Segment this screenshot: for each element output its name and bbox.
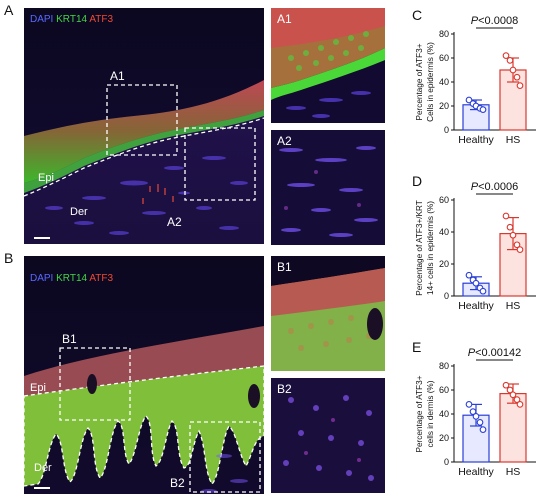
y-tick-label: 0: [444, 291, 449, 301]
data-point: [509, 391, 517, 399]
data-point: [472, 413, 480, 420]
channel-legend-b: DAPI KRT14 ATF3: [30, 273, 113, 284]
inset-title-a2: A2: [277, 134, 292, 148]
y-tick-label: 40: [439, 409, 449, 419]
panel-letter-b: B: [4, 250, 14, 266]
x-category-label: HS: [506, 466, 521, 478]
y-tick-label: 20: [439, 259, 449, 269]
data-point: [509, 66, 517, 74]
x-category-label: HS: [506, 300, 521, 312]
data-point: [479, 426, 487, 433]
data-point: [513, 241, 521, 249]
data-point: [476, 419, 484, 426]
data-point: [502, 381, 510, 389]
y-axis-label-line: Percentage of ATF3+: [415, 375, 424, 452]
inset-title-b1: B1: [277, 260, 292, 274]
data-point: [502, 212, 510, 220]
y-axis-label-line: Percentage of ATF3+: [415, 43, 424, 120]
dermis-label-b: Der: [34, 462, 52, 474]
data-point: [513, 73, 521, 81]
data-point: [516, 246, 524, 253]
data-point: [465, 401, 473, 408]
channel-legend-a: DAPI KRT14 ATF3: [30, 14, 113, 25]
dermis-label-a: Der: [70, 206, 88, 218]
data-point: [502, 52, 510, 59]
legend-krt14: KRT14: [56, 14, 88, 25]
y-tick-label: 60: [439, 385, 449, 395]
chart-c: C Percentage of ATF3+ Cells in epidermis (…: [412, 7, 536, 146]
micrograph-b-overview: DAPI KRT14 ATF3 B1 B2 Epi Der: [24, 256, 264, 494]
data-point: [516, 82, 524, 89]
x-category-label: HS: [506, 134, 521, 146]
y-tick-label: 0: [444, 125, 449, 135]
inset-label-a2: A2: [167, 215, 182, 229]
p-value-annotation: P<0.00142: [468, 347, 522, 359]
data-point: [506, 57, 514, 64]
micrograph-b1-inset: B1: [271, 256, 385, 371]
x-category-label: Healthy: [458, 466, 494, 478]
data-point: [516, 401, 524, 408]
y-axis-label-line: Percentage of ATF3+/KRT: [415, 200, 424, 296]
y-tick-label: 80: [439, 29, 449, 39]
data-point: [506, 386, 514, 394]
p-value-annotation: P<0.0006: [471, 181, 518, 193]
y-axis-label-line: 14+ cells in epidermis (%): [426, 201, 435, 295]
y-tick-label: 0: [444, 457, 449, 467]
y-tick-label: 20: [439, 433, 449, 443]
y-axis-label-line: Cells in epidermis (%): [426, 42, 435, 122]
micrograph-a1-inset: A1: [271, 8, 385, 123]
data-point: [472, 279, 480, 287]
inset-label-b1: B1: [62, 332, 77, 346]
epidermis-label-b: Epi: [30, 382, 46, 394]
data-point: [469, 408, 477, 415]
data-point: [513, 396, 521, 403]
panel-letter-c: C: [412, 7, 422, 23]
legend-dapi: DAPI: [30, 273, 54, 284]
y-tick-label: 20: [439, 101, 449, 111]
legend-krt14: KRT14: [56, 273, 88, 284]
panel-letter-e: E: [412, 339, 421, 355]
data-point: [509, 231, 517, 239]
y-tick-label: 40: [439, 227, 449, 237]
inset-label-a1: A1: [110, 69, 125, 83]
panel-letter-a: A: [4, 2, 14, 18]
data-point: [465, 96, 473, 104]
inset-label-b2: B2: [170, 476, 185, 490]
data-point: [479, 106, 487, 113]
y-tick-label: 40: [439, 77, 449, 87]
x-category-label: Healthy: [458, 134, 494, 146]
y-axis-label-line: cells in dermis (%): [426, 380, 435, 447]
epidermis-label-a: Epi: [38, 172, 54, 184]
data-point: [465, 271, 473, 279]
y-tick-label: 60: [439, 195, 449, 205]
x-category-label: Healthy: [458, 300, 494, 312]
legend-atf3: ATF3: [89, 14, 114, 25]
inset-title-b2: B2: [277, 382, 292, 396]
p-value-annotation: P<0.0008: [471, 15, 518, 27]
micrograph-b2-inset: B2: [271, 378, 385, 493]
legend-dapi: DAPI: [30, 14, 54, 25]
legend-atf3: ATF3: [89, 273, 114, 284]
panel-letter-d: D: [412, 173, 422, 189]
chart-e: E Percentage of ATF3+ cells in dermis (%) 0…: [412, 339, 536, 478]
data-point: [479, 287, 487, 295]
y-tick-label: 60: [439, 53, 449, 63]
micrograph-a2-inset: A2: [271, 130, 385, 245]
micrograph-a-overview: DAPI KRT14 ATF3 A1 A2 Epi Der: [24, 8, 264, 244]
y-tick-label: 80: [439, 361, 449, 371]
inset-title-a1: A1: [277, 12, 292, 26]
data-point: [506, 223, 514, 231]
chart-d: D Percentage of ATF3+/KRT 14+ cells in epi…: [412, 173, 536, 312]
